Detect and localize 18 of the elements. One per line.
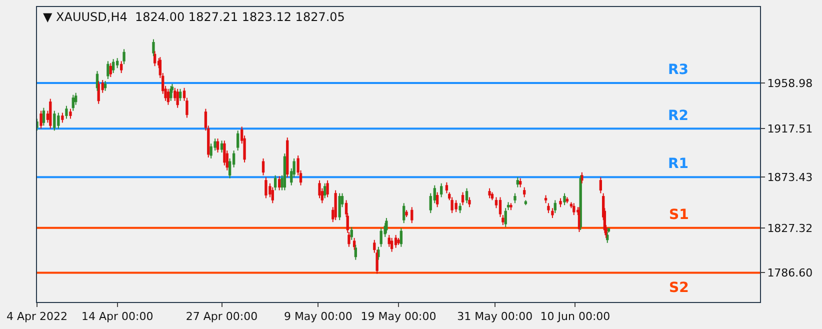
x-tick-label: 9 May 00:00 [284, 310, 352, 324]
x-tick-label: 10 Jun 00:00 [540, 310, 610, 324]
y-tick-label: 1917.51 [767, 122, 813, 136]
ref-line-label: R1 [668, 156, 689, 172]
x-tick-label: 27 Apr 00:00 [186, 310, 258, 324]
x-tick-label: 4 Apr 2022 [6, 310, 68, 324]
ref-line-label: R3 [668, 62, 689, 78]
chart-title: ▼ XAUUSD,H4 1824.00 1827.21 1823.12 1827.05 [43, 10, 345, 24]
ref-line-label: S2 [669, 280, 689, 296]
y-tick-label: 1786.60 [767, 266, 813, 280]
x-tick-label: 14 Apr 00:00 [81, 310, 154, 324]
ref-line-label: S1 [669, 207, 689, 223]
y-tick-label: 1958.98 [767, 76, 813, 90]
x-tick-label: 19 May 00:00 [360, 310, 436, 324]
y-tick-label: 1827.32 [767, 222, 813, 235]
ref-line-label: R2 [668, 108, 689, 124]
y-tick-label: 1873.43 [767, 170, 813, 184]
x-tick-label: 31 May 00:00 [457, 310, 533, 324]
